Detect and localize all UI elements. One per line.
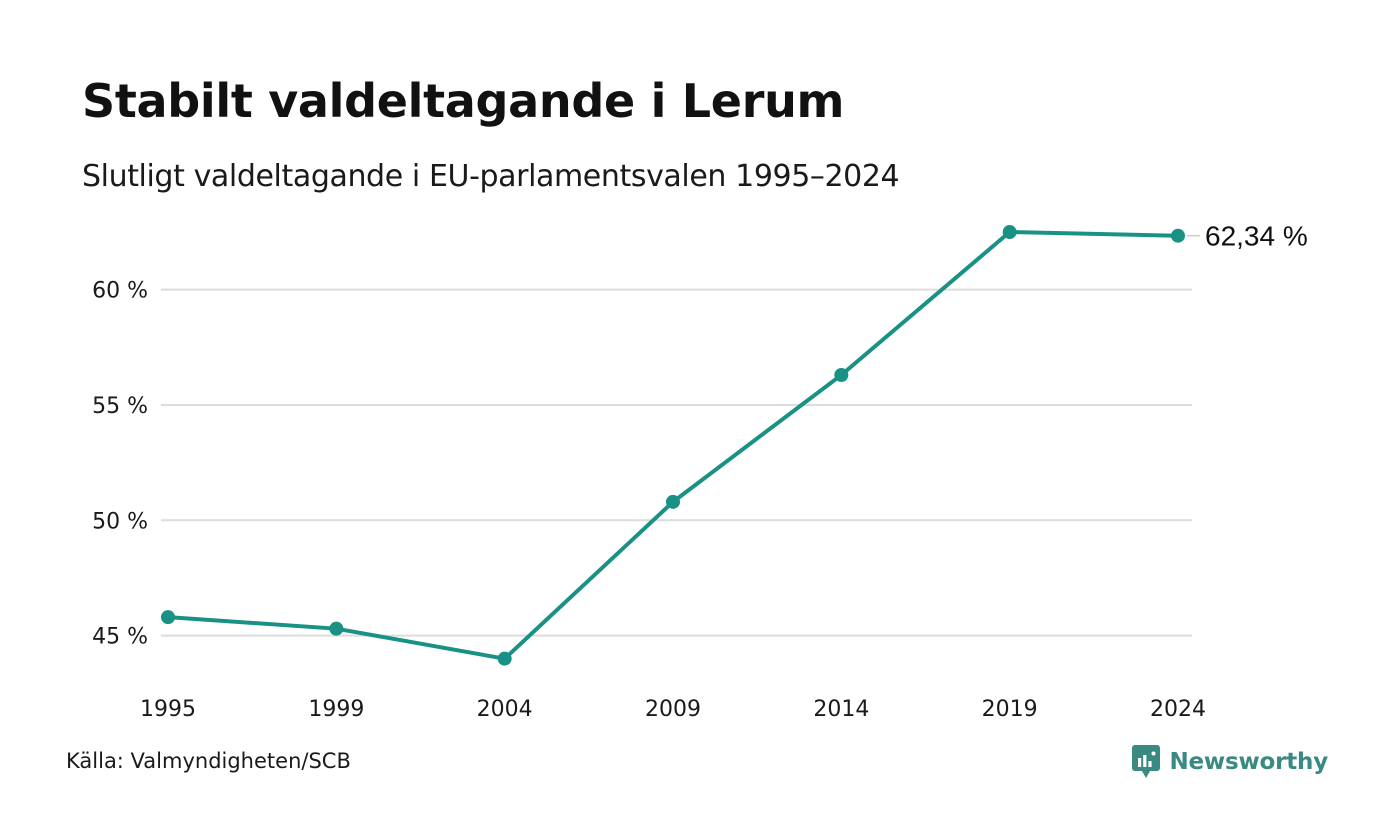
y-axis: 45 % 50 % 55 % 60 % — [92, 279, 148, 650]
data-labels: 62,34 % — [1187, 221, 1308, 252]
series-layer — [161, 225, 1185, 666]
chart-title: Stabilt valdeltagande i Lerum — [82, 74, 845, 128]
x-axis: 1995 1999 2004 2009 2014 2019 2024 — [140, 697, 1206, 722]
x-tick-label: 2024 — [1150, 697, 1206, 722]
brand-logo[interactable]: Newsworthy — [1131, 742, 1328, 782]
brand-name: Newsworthy — [1169, 749, 1328, 775]
gridlines — [161, 288, 1192, 637]
y-tick-label: 55 % — [92, 394, 148, 419]
x-tick-label: 2009 — [645, 697, 701, 722]
data-point — [666, 494, 680, 509]
data-point — [1171, 228, 1185, 243]
end-value-label: 62,34 % — [1205, 221, 1308, 252]
data-point — [834, 368, 849, 383]
x-tick-label: 1995 — [140, 697, 196, 722]
y-tick-label: 50 % — [92, 509, 148, 534]
newsworthy-logo-icon — [1132, 745, 1161, 778]
x-tick-label: 2014 — [813, 697, 869, 722]
data-point — [329, 621, 344, 636]
data-point — [1002, 225, 1017, 240]
x-tick-label: 2004 — [477, 697, 533, 722]
y-tick-label: 60 % — [92, 279, 148, 304]
chart-subtitle: Slutligt valdeltagande i EU-parlamentsva… — [82, 159, 900, 194]
series-line — [166, 230, 1180, 661]
data-point — [497, 651, 512, 666]
x-tick-label: 1999 — [308, 697, 364, 722]
source-note: Källa: Valmyndigheten/SCB — [66, 749, 351, 773]
data-point — [161, 610, 175, 625]
x-tick-label: 2019 — [982, 697, 1038, 722]
y-tick-label: 45 % — [92, 625, 148, 650]
